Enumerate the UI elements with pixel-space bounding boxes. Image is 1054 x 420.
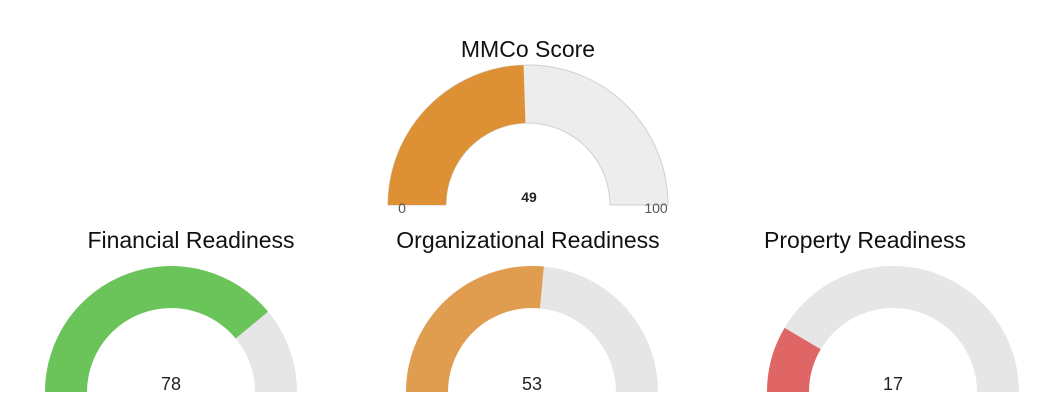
gauge-value-financial-readiness: 78 [161, 374, 181, 394]
gauge-fill-organizational-readiness [406, 266, 544, 392]
gauge-track-property-readiness [767, 266, 1019, 392]
gauge-title-organizational-readiness: Organizational Readiness [396, 227, 659, 253]
gauge-title-mmco-score: MMCo Score [461, 36, 595, 62]
gauge-mmco-score: MMCo Score 49 0 100 [387, 36, 669, 216]
gauge-min-label: 0 [398, 200, 406, 216]
gauge-fill-financial-readiness [45, 266, 269, 392]
gauge-value-organizational-readiness: 53 [522, 374, 542, 394]
gauge-organizational-readiness: Organizational Readiness 53 [396, 227, 659, 394]
gauge-max-label: 100 [644, 200, 668, 216]
gauge-fill-mmco-score [388, 65, 526, 205]
gauge-value-property-readiness: 17 [883, 374, 903, 394]
gauge-financial-readiness: Financial Readiness 78 [45, 227, 297, 394]
gauge-title-financial-readiness: Financial Readiness [87, 227, 294, 253]
gauge-title-property-readiness: Property Readiness [764, 227, 966, 253]
gauge-value-mmco-score: 49 [521, 189, 537, 205]
gauge-property-readiness: Property Readiness 17 [764, 227, 1019, 394]
gauge-fill-property-readiness [767, 327, 821, 392]
